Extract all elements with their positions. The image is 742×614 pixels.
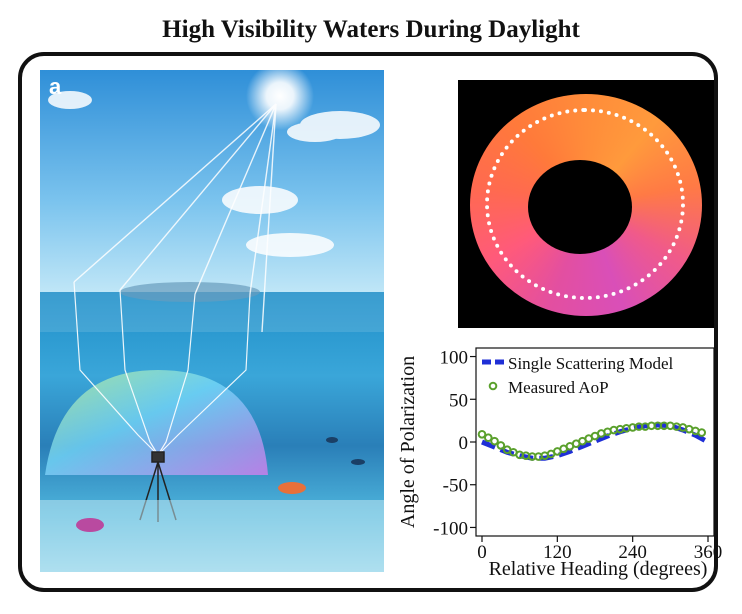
legend: Single Scattering Model Measured AoP [482,354,674,397]
aop-map-image [458,80,714,328]
y-tick-label: 100 [440,348,469,369]
fish-group [76,437,365,532]
series-line-model [481,422,710,461]
light-rays [73,103,277,333]
y-tick-label: 0 [459,433,469,454]
clouds [48,91,380,257]
y-tick-label: -50 [443,476,468,497]
measured-point [477,430,487,439]
figure-frame [18,52,718,592]
plot-area [475,347,715,537]
x-axis-label: Relative Heading (degrees) [489,558,708,580]
water-surface [40,292,384,332]
legend-label-model: Single Scattering Model [508,354,674,373]
underwater-illustration [40,70,384,572]
x-tick-label: 120 [543,542,572,563]
aop-chart: 100 50 0 -50 -100 0 120 240 360 Single Scatteri… [390,338,730,580]
seabed [40,500,384,572]
y-tick-label: 50 [449,390,468,411]
measured-point [483,433,493,443]
panel-label: a [49,74,62,99]
legend-swatch-measured [488,381,498,391]
legend-label-measured: Measured AoP [508,378,609,397]
x-tick-label: 240 [618,542,647,563]
polarization-dome [45,370,268,475]
y-axis-label: Angle of Polarization [397,356,419,528]
measured-point [490,436,499,446]
x-tick-label: 0 [477,542,487,563]
y-tick-label: -100 [433,518,468,539]
distant-island [120,282,260,302]
sampling-circle [485,108,685,300]
measured-point [496,441,506,450]
refracted-rays [73,281,251,456]
measured-point [697,428,707,437]
x-tick-label: 360 [694,542,723,563]
figure-title: High Visibility Waters During Daylight [162,16,580,43]
